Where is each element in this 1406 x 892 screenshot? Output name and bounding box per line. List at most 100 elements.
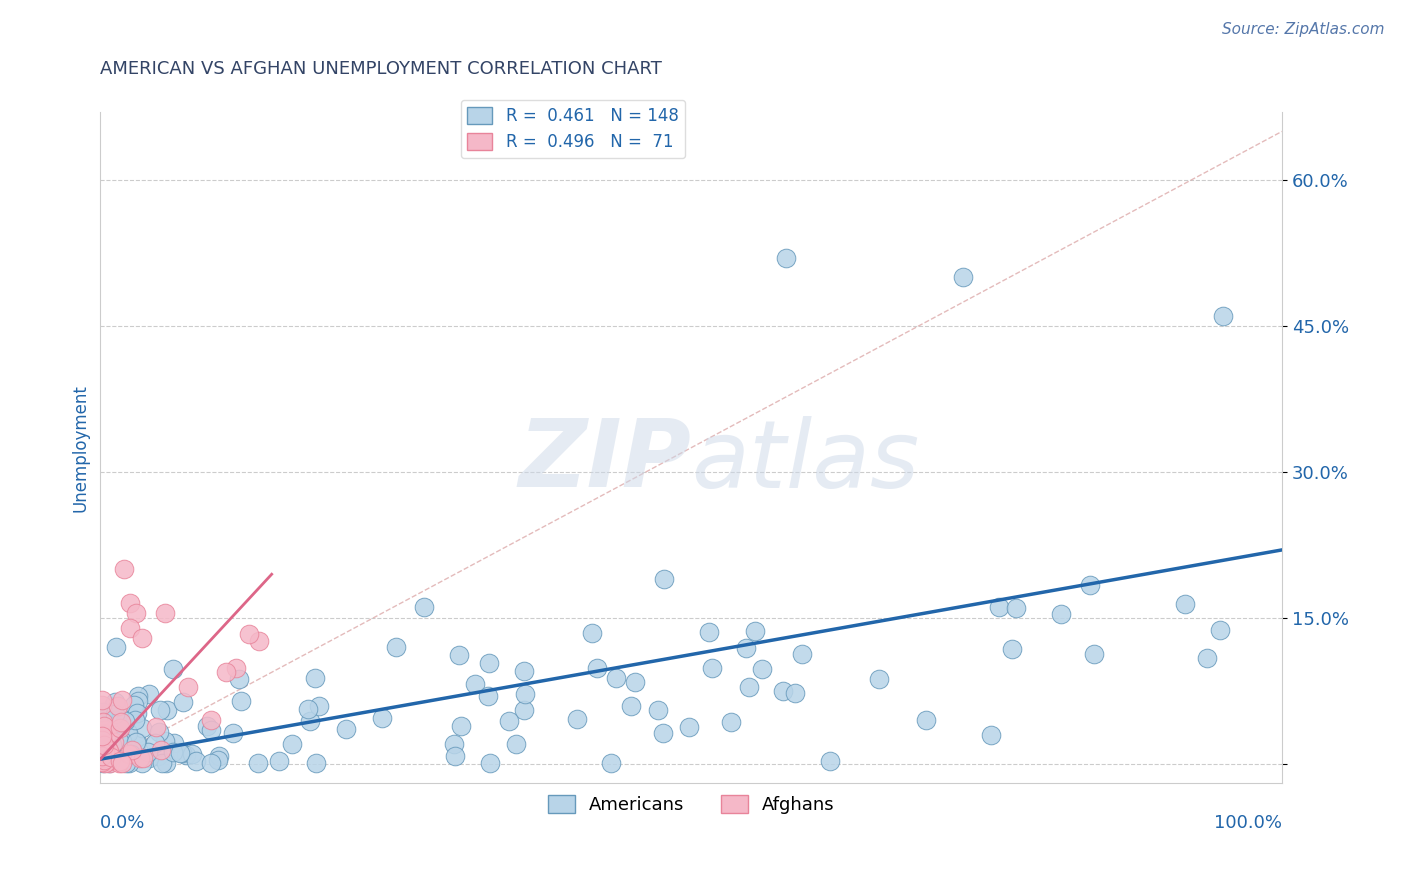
Point xyxy=(651,725,673,739)
Point xyxy=(1174,597,1197,611)
Point xyxy=(195,719,218,733)
Point xyxy=(138,745,160,759)
Point xyxy=(91,754,114,768)
Point xyxy=(115,724,138,739)
Point xyxy=(600,756,623,770)
Point xyxy=(91,745,114,759)
Point xyxy=(449,648,471,662)
Text: ZIP: ZIP xyxy=(519,415,692,508)
Point xyxy=(247,756,270,770)
Point xyxy=(103,698,125,713)
Point xyxy=(238,627,260,641)
Point xyxy=(91,745,114,759)
Point xyxy=(229,694,252,708)
Point xyxy=(112,748,135,763)
Point xyxy=(90,755,112,769)
Point xyxy=(513,687,536,701)
Point xyxy=(267,755,290,769)
Point xyxy=(735,640,758,655)
Point xyxy=(111,741,134,756)
Point xyxy=(91,736,114,750)
Point xyxy=(108,734,131,748)
Point xyxy=(91,741,114,756)
Point xyxy=(93,753,115,767)
Point xyxy=(605,671,627,685)
Point xyxy=(90,698,112,712)
Point xyxy=(98,756,121,770)
Point xyxy=(90,749,112,764)
Point xyxy=(980,728,1002,742)
Point xyxy=(169,747,191,761)
Point xyxy=(150,743,173,757)
Point xyxy=(479,756,502,770)
Point xyxy=(127,706,149,720)
Point xyxy=(184,755,207,769)
Point xyxy=(131,721,153,735)
Point xyxy=(513,703,536,717)
Point xyxy=(107,747,129,761)
Point xyxy=(98,744,121,758)
Point xyxy=(93,719,115,733)
Point xyxy=(697,624,720,639)
Point xyxy=(148,724,170,739)
Point xyxy=(91,738,114,752)
Point xyxy=(94,753,117,767)
Point xyxy=(744,624,766,638)
Point xyxy=(131,631,153,645)
Point xyxy=(304,671,326,685)
Point xyxy=(111,693,134,707)
Legend: Americans, Afghans: Americans, Afghans xyxy=(540,788,842,822)
Point xyxy=(108,723,131,738)
Point xyxy=(91,751,114,765)
Point xyxy=(96,731,118,746)
Point xyxy=(121,743,143,757)
Point xyxy=(181,747,204,762)
Point xyxy=(118,621,141,635)
Point xyxy=(104,640,127,655)
Point xyxy=(145,720,167,734)
Point xyxy=(90,741,112,756)
Point xyxy=(118,597,141,611)
Point xyxy=(91,733,114,747)
Point xyxy=(700,661,723,675)
Point xyxy=(103,735,125,749)
Point xyxy=(90,744,112,758)
Point xyxy=(91,714,114,729)
Point xyxy=(207,753,229,767)
Point xyxy=(93,738,115,752)
Point xyxy=(586,661,609,675)
Point xyxy=(110,721,132,735)
Point xyxy=(450,719,472,733)
Point xyxy=(90,731,112,746)
Point xyxy=(281,738,304,752)
Point xyxy=(91,708,114,723)
Point xyxy=(122,698,145,712)
Point xyxy=(97,747,120,761)
Point xyxy=(97,728,120,742)
Point xyxy=(738,680,761,694)
Point xyxy=(112,562,135,576)
Point xyxy=(952,270,974,285)
Point xyxy=(208,749,231,764)
Point xyxy=(155,606,177,620)
Point xyxy=(93,744,115,758)
Point xyxy=(124,713,146,727)
Point xyxy=(118,756,141,770)
Point xyxy=(868,673,890,687)
Point xyxy=(155,734,177,748)
Point xyxy=(818,755,841,769)
Point xyxy=(108,754,131,768)
Point xyxy=(96,755,118,769)
Text: AMERICAN VS AFGHAN UNEMPLOYMENT CORRELATION CHART: AMERICAN VS AFGHAN UNEMPLOYMENT CORRELAT… xyxy=(100,61,662,78)
Point xyxy=(93,755,115,769)
Point xyxy=(111,734,134,748)
Point xyxy=(104,748,127,763)
Point xyxy=(91,751,114,765)
Point xyxy=(96,727,118,741)
Point xyxy=(384,640,406,655)
Point xyxy=(91,741,114,756)
Point xyxy=(90,692,112,706)
Point xyxy=(1195,651,1218,665)
Point xyxy=(117,756,139,770)
Point xyxy=(90,752,112,766)
